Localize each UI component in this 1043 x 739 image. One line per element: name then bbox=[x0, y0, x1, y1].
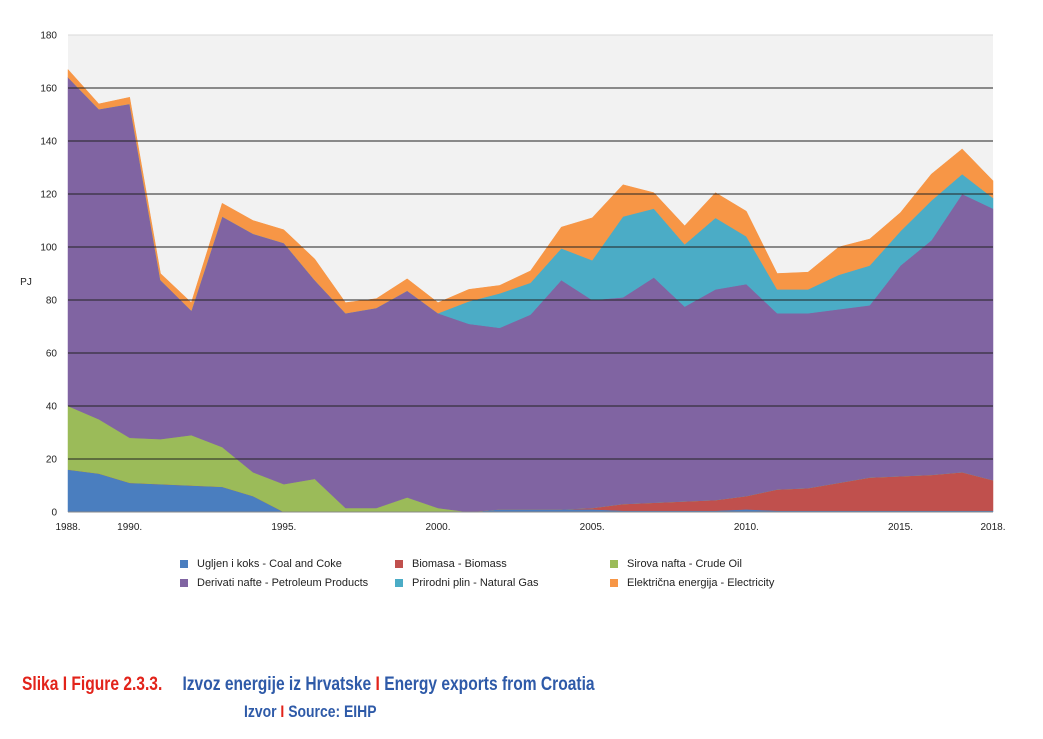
caption-title-line: Slika I Figure 2.3.3. Izvoz energije iz … bbox=[22, 674, 595, 696]
y-tick-label: 180 bbox=[40, 31, 57, 42]
legend-label: Električna energija - Electricity bbox=[627, 577, 775, 589]
legend-item: Sirova nafta - Crude Oil bbox=[610, 558, 820, 570]
legend-item: Ugljen i koks - Coal and Coke bbox=[180, 558, 395, 570]
caption-title-en: Energy exports from Croatia bbox=[384, 674, 595, 695]
legend-item: Električna energija - Electricity bbox=[610, 577, 820, 589]
legend-swatch bbox=[395, 560, 403, 568]
x-tick-label: 2015. bbox=[888, 522, 913, 533]
legend-swatch bbox=[610, 560, 618, 568]
legend-label: Biomasa - Biomass bbox=[412, 558, 507, 570]
y-tick-label: 20 bbox=[46, 455, 58, 466]
y-axis-label: PJ bbox=[20, 277, 32, 288]
y-tick-label: 140 bbox=[40, 137, 57, 148]
x-tick-label: 1988. bbox=[55, 522, 80, 533]
legend-label: Derivati nafte - Petroleum Products bbox=[197, 577, 369, 589]
y-tick-label: 0 bbox=[51, 508, 57, 519]
series-layer bbox=[67, 68, 994, 513]
legend-swatch bbox=[180, 560, 188, 568]
axis-layer: 0 20 40 60 80 100 120 140 160 180 1988. 1990. 1995. 2… bbox=[40, 31, 1005, 534]
caption-source-hr: Izvor bbox=[244, 702, 277, 721]
grid-layer bbox=[68, 34, 993, 460]
legend-label: Sirova nafta - Crude Oil bbox=[627, 558, 742, 570]
caption-source-en: Source: EIHP bbox=[288, 702, 377, 721]
y-tick-label: 100 bbox=[40, 243, 57, 254]
legend-swatch bbox=[395, 579, 403, 587]
y-tick-label: 120 bbox=[40, 190, 57, 201]
x-tick-label: 2005. bbox=[580, 522, 605, 533]
y-tick-label: 160 bbox=[40, 84, 57, 95]
legend-swatch bbox=[180, 579, 188, 587]
caption-source-line: Izvor I Source: EIHP bbox=[244, 702, 635, 722]
x-tick-label: 2018. bbox=[980, 522, 1005, 533]
caption-separator: I bbox=[62, 674, 68, 695]
caption-separator: I bbox=[280, 702, 285, 721]
x-tick-label: 2000. bbox=[425, 522, 450, 533]
x-tick-label: 1995. bbox=[271, 522, 296, 533]
caption-slika: Slika bbox=[22, 674, 59, 695]
legend-item: Biomasa - Biomass bbox=[395, 558, 610, 570]
energy-exports-chart: 0 20 40 60 80 100 120 140 160 180 1988. 1990. 1995. 2… bbox=[20, 31, 1005, 534]
caption-separator: I bbox=[375, 674, 380, 695]
legend-item: Derivati nafte - Petroleum Products bbox=[180, 577, 395, 589]
area-series-electricity bbox=[67, 68, 994, 314]
caption-figure-number: Figure 2.3.3. bbox=[71, 674, 163, 695]
legend-label: Ugljen i koks - Coal and Coke bbox=[197, 558, 342, 570]
x-tick-label: 2010. bbox=[734, 522, 759, 533]
y-tick-label: 40 bbox=[46, 402, 58, 413]
figure-caption: Slika I Figure 2.3.3. Izvoz energije iz … bbox=[22, 674, 720, 722]
legend-swatch bbox=[610, 579, 618, 587]
legend-label: Prirodni plin - Natural Gas bbox=[412, 577, 539, 589]
legend-item: Prirodni plin - Natural Gas bbox=[395, 577, 610, 589]
chart-legend: Ugljen i koks - Coal and Coke Biomasa - B… bbox=[180, 558, 820, 589]
caption-title-hr: Izvoz energije iz Hrvatske bbox=[182, 674, 372, 695]
y-tick-label: 80 bbox=[46, 296, 58, 307]
x-tick-label: 1990. bbox=[117, 522, 142, 533]
y-tick-label: 60 bbox=[46, 349, 58, 360]
